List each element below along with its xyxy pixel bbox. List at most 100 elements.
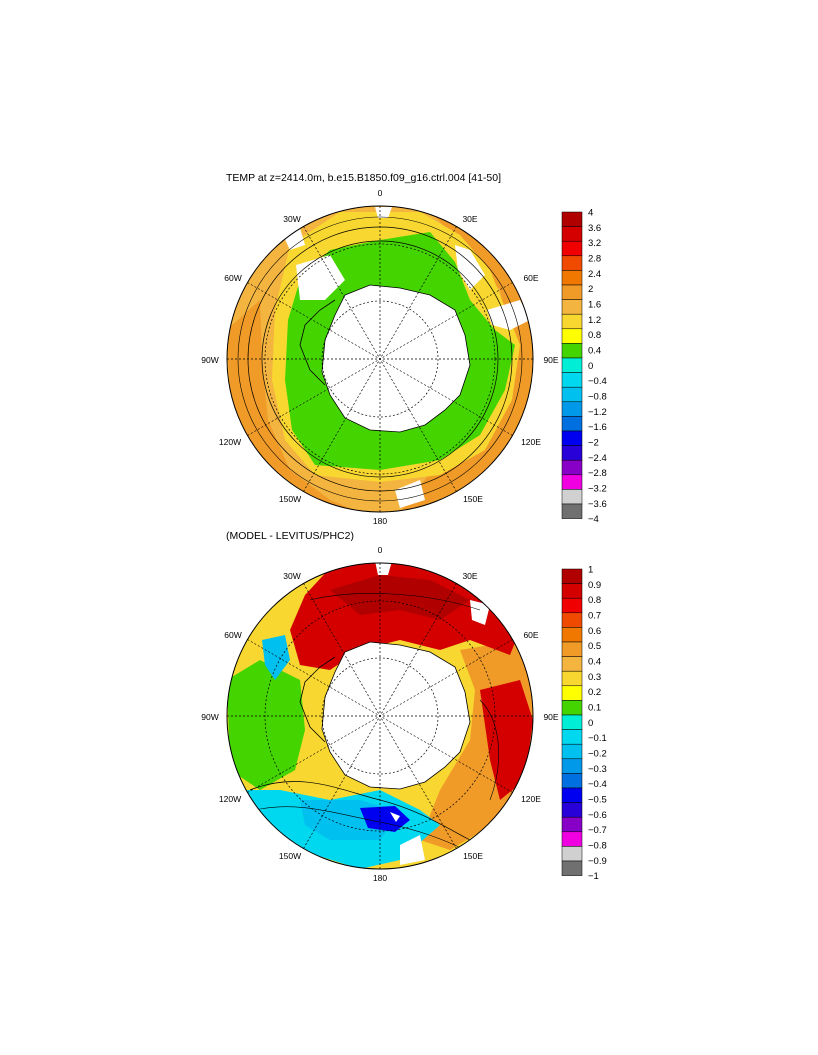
- longitude-label: 150W: [279, 851, 301, 861]
- colorbar-swatch: [561, 787, 583, 803]
- colorbar-label: −0.3: [588, 764, 607, 775]
- colorbar-swatch: [561, 758, 583, 774]
- longitude-label: 0: [378, 188, 383, 198]
- colorbar-label: −0.4: [588, 779, 607, 790]
- colorbar-swatch: [561, 313, 583, 330]
- colorbar-swatch: [561, 430, 583, 446]
- colorbar-swatch: [561, 372, 583, 388]
- colorbar-label: 1.6: [588, 299, 601, 310]
- colorbar-swatch: [561, 386, 583, 403]
- colorbar-swatch: [561, 802, 583, 818]
- longitude-label: 120W: [219, 794, 241, 804]
- colorbar-swatch: [561, 416, 583, 432]
- longitude-label: 150E: [463, 851, 483, 861]
- colorbar-swatch: [561, 343, 583, 359]
- colorbar-label: 1: [588, 565, 593, 576]
- map-boundary: [226, 205, 534, 513]
- longitude-label: 30E: [462, 214, 477, 224]
- colorbar-label: 3.6: [588, 223, 601, 234]
- colorbar-swatch: [561, 816, 583, 833]
- colorbar-swatch: [561, 226, 583, 242]
- longitude-label: 90W: [201, 355, 218, 365]
- colorbar-label: −0.8: [588, 840, 607, 851]
- colorbar-label: 2: [588, 284, 593, 295]
- longitude-label: 120E: [521, 437, 541, 447]
- colorbar-label: −2: [588, 437, 599, 448]
- colorbar-label: −1: [588, 871, 599, 882]
- colorbar-swatch: [561, 503, 583, 519]
- longitude-label: 120W: [219, 437, 241, 447]
- colorbar-label: 0.3: [588, 672, 601, 683]
- longitude-label: 180: [373, 873, 387, 883]
- colorbar-label: −3.6: [588, 499, 607, 510]
- colorbar-label: 0.4: [588, 345, 601, 356]
- panel-1-title: TEMP at z=2414.0m, b.e15.B1850.f09_g16.c…: [226, 172, 502, 184]
- colorbar-label: −2.8: [588, 468, 607, 479]
- colorbar-label: 0.8: [588, 595, 601, 606]
- colorbar-swatch: [561, 597, 583, 614]
- map-panel-2: 0 30E 60E 90E 120E 150E 180 150W 120W 90W 60W 30W 1…: [201, 545, 607, 883]
- colorbar-label: −0.6: [588, 810, 607, 821]
- colorbar-swatch: [561, 612, 583, 628]
- colorbar-label: −0.9: [588, 856, 607, 867]
- colorbar-label: 1.2: [588, 315, 601, 326]
- colorbar-swatch: [561, 685, 583, 701]
- colorbar-swatch: [561, 401, 583, 417]
- colorbar-label: −1.6: [588, 422, 607, 433]
- map-boundary: [226, 562, 534, 870]
- colorbar-swatch: [561, 357, 583, 373]
- longitude-label: 150W: [279, 494, 301, 504]
- colorbar-swatch: [561, 328, 583, 344]
- colorbar-label: 0.7: [588, 610, 601, 621]
- colorbar-label: −2.4: [588, 453, 607, 464]
- colorbar-swatch: [561, 700, 583, 716]
- colorbar-swatch: [561, 860, 583, 876]
- colorbar-swatch: [561, 773, 583, 789]
- colorbar-swatch: [561, 627, 583, 643]
- colorbar-swatch: [561, 714, 583, 730]
- colorbar-swatch: [561, 445, 583, 461]
- longitude-label: 60E: [523, 273, 538, 283]
- colorbar-swatch: [561, 474, 583, 490]
- longitude-label: 90E: [543, 712, 558, 722]
- longitude-labels: 0 30E 60E 90E 120E 150E 180 150W 120W 90W 60W 30W: [201, 188, 559, 526]
- colorbar-label: 2.8: [588, 253, 601, 264]
- longitude-label: 180: [373, 516, 387, 526]
- longitude-label: 30W: [283, 571, 300, 581]
- colorbar-swatch: [561, 583, 583, 599]
- longitude-label: 90W: [201, 712, 218, 722]
- colorbar-2: 1 0.9 0.8 0.7 0.6 0.5 0.4 0.3 0.2 0.1 0 −0.1 −0.2 −0.…: [561, 565, 607, 882]
- colorbar-swatch: [561, 831, 583, 847]
- colorbar-swatch: [561, 846, 583, 862]
- colorbar-swatch: [561, 743, 583, 760]
- longitude-label: 0: [378, 545, 383, 555]
- colorbar-swatch: [561, 299, 583, 315]
- colorbar-swatch: [561, 568, 583, 584]
- colorbar-label: 3.2: [588, 238, 601, 249]
- colorbar-swatch: [561, 670, 583, 687]
- longitude-labels: 0 30E 60E 90E 120E 150E 180 150W 120W 90W 60W 30W: [201, 545, 559, 883]
- longitude-label: 150E: [463, 494, 483, 504]
- colorbar-swatch: [561, 459, 583, 476]
- colorbar-label: 0.8: [588, 330, 601, 341]
- map-panel-1: 0 30E 60E 90E 120E 150E 180 150W 120W 90W 60W 30W 4…: [201, 188, 607, 526]
- graticule: [227, 563, 533, 869]
- colorbar-label: −1.2: [588, 407, 607, 418]
- colorbar-label: 0.9: [588, 580, 601, 591]
- longitude-label: 90E: [543, 355, 558, 365]
- colorbar-label: −0.5: [588, 794, 607, 805]
- colorbar-label: 0.5: [588, 641, 601, 652]
- colorbar-swatch: [561, 284, 583, 300]
- colorbar-swatch: [561, 211, 583, 227]
- colorbar-label: −0.4: [588, 376, 607, 387]
- colorbar-swatch: [561, 255, 583, 271]
- colorbar-label: 0.6: [588, 626, 601, 637]
- colorbar-label: 0: [588, 361, 593, 372]
- colorbar-label: 0.1: [588, 702, 601, 713]
- longitude-label: 60W: [224, 273, 241, 283]
- colorbar-label: −0.8: [588, 391, 607, 402]
- colorbar-label: 0: [588, 718, 593, 729]
- longitude-label: 60W: [224, 630, 241, 640]
- temperature-field: [227, 206, 533, 512]
